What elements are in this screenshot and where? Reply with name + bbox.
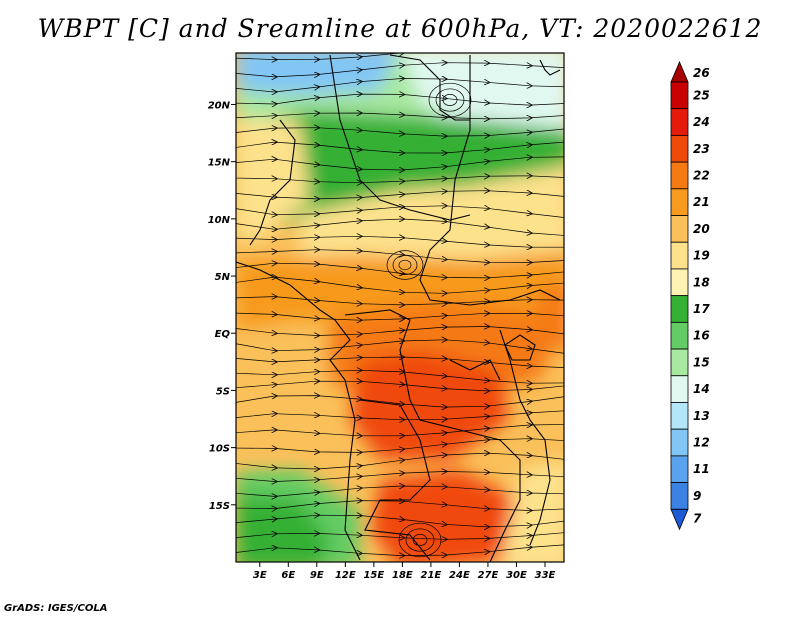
colorbar-label: 20 [693,222,710,236]
lon-tick-label: 33E [535,570,556,581]
lon-tick-label: 9E [310,570,324,581]
lat-tick-label: 15S [209,501,230,512]
streamline [236,544,564,555]
streamline-vortex [412,534,428,546]
colorbar-segment [670,188,689,216]
colorbar-segment [670,215,689,243]
streamline [236,532,564,539]
colorbar: 26 25 24 23 22 21 20 19 18 17 16 15 14 13 12 11 9 7 [670,60,710,531]
streamline-vortex [442,94,458,106]
streamline [236,410,564,419]
streamline [236,277,564,293]
colorbar-segment [670,268,689,297]
streamline [236,142,564,154]
lon-tick-label: 27E [478,570,499,581]
colorbar-segment [670,455,689,483]
colorbar-label: 7 [693,511,702,525]
colorbar-segment [670,135,689,163]
streamline [236,79,564,93]
latitude-axis: 20N 15N 10N 5N EQ 5S 10S 15S [208,100,236,512]
colorbar-label: 25 [693,88,710,102]
country-borders [236,54,561,562]
colorbar-label: 22 [693,168,710,182]
streamlines [236,53,572,558]
lat-tick-label: 20N [208,100,231,111]
colorbar-segment [670,348,689,377]
colorbar-segment [670,321,689,350]
streamline [236,327,564,336]
streamline [236,176,564,183]
colorbar-label: 17 [693,302,710,316]
lat-tick-label: 5S [216,386,230,397]
lat-tick-label: 5N [215,272,231,283]
streamline [236,128,564,136]
colorbar-label: 14 [693,382,710,396]
streamline-vortex [435,88,465,112]
streamline [236,157,564,170]
lon-tick-label: 18E [392,570,413,581]
colorbar-label: 15 [693,355,710,369]
streamline [236,191,564,199]
colorbar-label: 11 [693,462,710,476]
lat-tick-label: 10N [208,215,231,226]
colorbar-segment [670,161,689,190]
colorbar-label: 26 [693,66,710,80]
colorbar-segment [670,81,689,110]
map-field [236,53,572,562]
streamline [236,340,564,355]
colorbar-segment [670,482,689,510]
streamline [236,472,564,482]
colorbar-label: 21 [693,195,710,209]
lon-tick-label: 30E [506,570,527,581]
colorbar-segment [670,375,689,403]
lon-tick-label: 12E [335,570,356,581]
colorbar-label: 9 [693,489,701,503]
streamline-vortex [398,259,412,271]
streamline [236,381,564,391]
colorbar-segment [670,402,689,430]
streamline [236,486,564,496]
streamline [236,113,564,119]
colorbar-label: 13 [693,409,710,423]
lon-tick-label: 3E [253,570,267,581]
grads-credit: GrADS: IGES/COLA [4,603,108,614]
streamline-vortex [386,250,424,280]
colorbar-segment [670,295,689,323]
colorbar-label: 16 [693,329,710,343]
chart-title: WBPT [C] and Sreamline at 600hPa, VT: 20… [37,14,763,43]
streamline [236,53,572,60]
colorbar-label: 23 [693,142,710,156]
streamline [236,396,564,408]
colorbar-segment [670,428,689,457]
colorbar-label: 12 [693,436,710,450]
streamline [236,94,564,105]
streamline [236,236,564,247]
streamline [236,297,564,305]
colorbar-segment [670,508,689,531]
lat-tick-label: 15N [208,158,231,169]
colorbar-segment [670,241,689,270]
streamline [236,219,564,236]
lon-tick-label: 24E [449,570,470,581]
streamline [236,515,564,527]
colorbar-label: 18 [693,275,710,289]
lat-tick-label: EQ [215,329,231,340]
lon-tick-label: 15E [363,570,384,581]
streamline-vortex [398,522,442,558]
colorbar-label: 19 [693,249,710,263]
streamline [236,439,564,453]
lat-tick-label: 10S [209,444,230,455]
lon-tick-label: 6E [281,570,295,581]
colorbar-label: 24 [693,115,710,129]
streamline [236,313,564,320]
map-frame [235,52,565,563]
longitude-axis: 3E 6E 9E 12E 15E 18E 21E 24E 27E 30E 33E [253,562,556,581]
streamline [236,357,564,368]
streamline-vortex [392,255,418,275]
colorbar-segment [670,60,689,83]
streamline-vortex [405,528,435,552]
lon-tick-label: 21E [421,570,442,581]
colorbar-segment [670,108,689,136]
